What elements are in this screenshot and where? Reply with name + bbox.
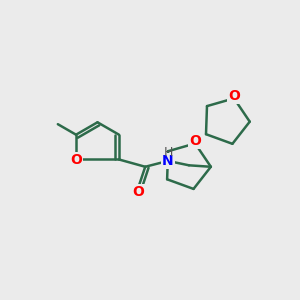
Text: O: O (132, 185, 144, 199)
Text: N: N (162, 154, 174, 168)
Text: O: O (228, 89, 240, 103)
Text: O: O (70, 153, 82, 167)
Text: H: H (163, 146, 173, 159)
Text: O: O (189, 134, 201, 148)
